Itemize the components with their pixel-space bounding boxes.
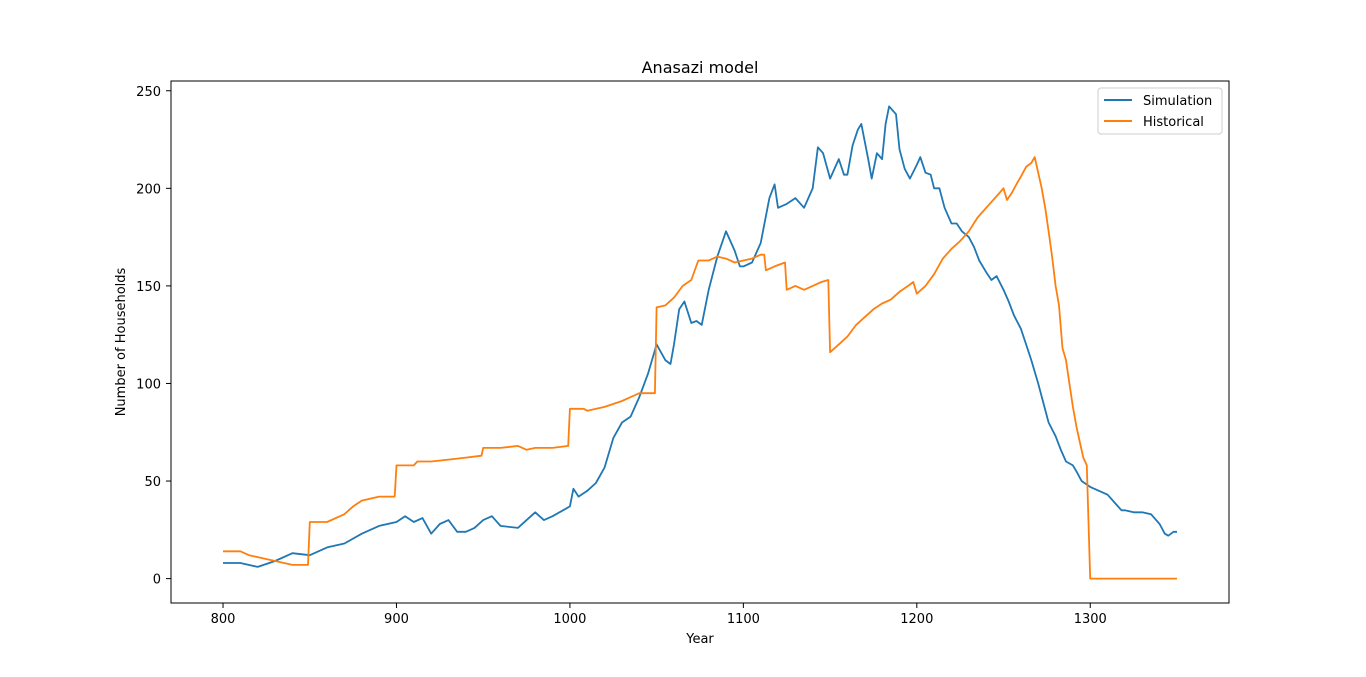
y-axis-label: Number of Households <box>114 267 129 416</box>
x-tick-label: 1300 <box>1074 612 1107 627</box>
y-tick-label: 200 <box>136 182 161 197</box>
plot-frame <box>170 80 1230 604</box>
x-axis: 800 900 1000 1100 1200 1300 <box>211 603 1107 627</box>
series-line-historical <box>223 156 1177 580</box>
y-tick-label: 250 <box>136 85 161 100</box>
y-axis: 0 50 100 150 200 250 <box>136 85 171 588</box>
x-axis-label: Year <box>685 632 714 647</box>
legend: Simulation Historical <box>1097 87 1223 135</box>
legend-label-historical: Historical <box>1143 115 1204 130</box>
chart-title: Anasazi model <box>642 58 759 77</box>
x-tick-label: 1100 <box>727 612 760 627</box>
y-tick-label: 50 <box>144 475 161 490</box>
x-tick-label: 1200 <box>900 612 933 627</box>
y-tick-label: 0 <box>153 573 161 588</box>
legend-label-simulation: Simulation <box>1143 94 1212 109</box>
y-tick-label: 150 <box>136 280 161 295</box>
y-tick-label: 100 <box>136 377 161 392</box>
x-tick-label: 800 <box>211 612 236 627</box>
series-line-simulation <box>223 105 1177 568</box>
x-tick-label: 900 <box>384 612 409 627</box>
x-tick-label: 1000 <box>553 612 586 627</box>
series-layer <box>223 105 1177 580</box>
